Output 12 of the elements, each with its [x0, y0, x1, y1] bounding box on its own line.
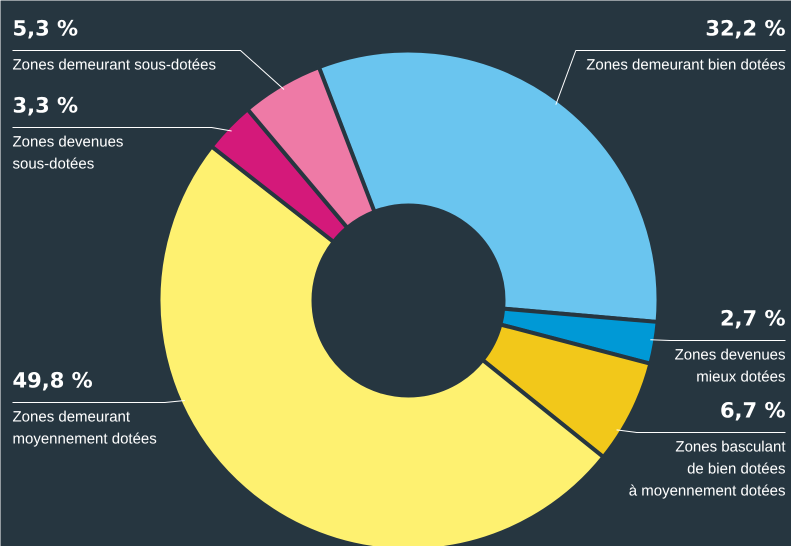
- data-label: 5,3 %: [12, 16, 78, 40]
- slice-label: Zones demeurant bien dotées: [586, 56, 786, 74]
- slice-label: Zones devenues mieux dotées: [674, 346, 786, 386]
- data-label: 3,3 %: [12, 94, 78, 118]
- data-label: 2,7 %: [720, 306, 786, 330]
- slice-label: Zones devenues sous-dotées: [12, 134, 124, 173]
- slice-label: Zones basculant de bien dotées à moyennement dotées: [628, 438, 786, 500]
- data-label: 32,2 %: [705, 16, 786, 40]
- slice-label: Zones demeurant moyennement dotées: [12, 408, 157, 448]
- data-label: 49,8 %: [12, 368, 93, 392]
- data-label: 6,7 %: [720, 398, 786, 422]
- slice-label: Zones demeurant sous-dotées: [12, 56, 216, 74]
